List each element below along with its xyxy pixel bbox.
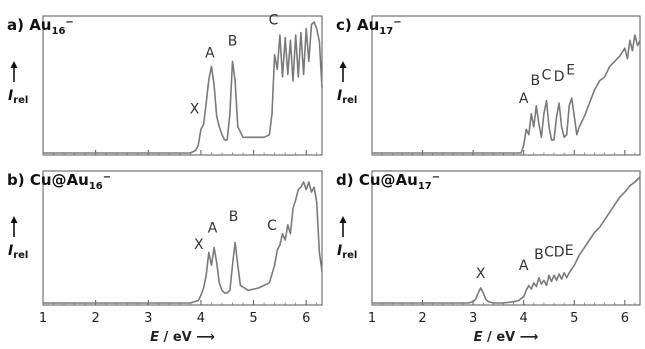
panel-frame (43, 171, 322, 305)
x-tick-label: 6 (302, 311, 310, 326)
panel-a: X AB Ca) Au16− Irel (7, 13, 322, 155)
peak-label-B: B (534, 247, 544, 263)
x-axis-label: E / eV ⟶ (150, 330, 215, 345)
x-axis-label: E / eV ⟶ (474, 330, 539, 345)
peak-label-C: C (542, 68, 552, 84)
x-tick-label: 5 (249, 311, 257, 326)
panel-label: c) Au17− (336, 16, 402, 37)
peak-label-C: C (267, 218, 277, 234)
panel-label: d) Cu@Au17− (336, 171, 440, 192)
panel-frame (372, 16, 640, 155)
y-axis-arrowhead (340, 61, 347, 68)
peak-label-B: B (531, 73, 541, 89)
spectrum-line (43, 22, 322, 153)
panel-c: AB C D Ec) Au17− Irel (336, 16, 640, 155)
peak-label-A: A (205, 45, 215, 61)
peak-label-D: D (554, 244, 565, 260)
peak-label-E: E (566, 62, 575, 78)
y-axis-arrowhead (340, 216, 347, 223)
x-tick-label: 2 (418, 311, 426, 326)
peak-label-C: C (269, 13, 279, 29)
spectrum-line (43, 182, 322, 303)
y-axis-arrowhead (11, 61, 18, 68)
x-tick-label: 3 (144, 311, 152, 326)
x-tick-label: 4 (197, 311, 205, 326)
y-axis-label: Irel (8, 243, 28, 261)
x-tick-label: 1 (39, 311, 47, 326)
x-tick-label: 5 (570, 311, 578, 326)
x-tick-label: 2 (92, 311, 100, 326)
y-axis-label: Irel (8, 88, 28, 106)
peak-label-E: E (565, 243, 574, 259)
x-tick-label: 3 (469, 311, 477, 326)
peak-label-A: A (519, 258, 529, 274)
peak-label-D: D (554, 69, 565, 85)
y-axis-label: Irel (337, 88, 357, 106)
peak-label-B: B (229, 209, 239, 225)
x-tick-label: 4 (520, 311, 528, 326)
x-tick-label: 1 (368, 311, 376, 326)
panel-label: b) Cu@Au16− (7, 171, 111, 192)
panel-label: a) Au16− (7, 16, 74, 37)
peak-label-X: X (190, 102, 200, 118)
spectrum-line (372, 35, 640, 153)
panel-b: 1 2 3 4 5 6 XAB Cb) Cu@Au16− Irel E / eV ⟶ (7, 171, 322, 345)
peak-label-C: C (544, 244, 554, 260)
x-tick-label: 6 (621, 311, 629, 326)
panel-d: 1 2 3 4 5 6 X AB C D Ed) Cu@Au17− Irel E / eV ⟶ (336, 171, 640, 345)
y-axis-arrowhead (11, 216, 18, 223)
peak-label-A: A (519, 91, 529, 107)
y-axis-label: Irel (337, 243, 357, 261)
peak-label-X: X (476, 266, 486, 282)
panel-frame (372, 171, 640, 305)
peak-label-A: A (208, 220, 218, 236)
spectrum-line (372, 177, 640, 303)
peak-label-X: X (194, 237, 204, 253)
peak-label-B: B (228, 34, 238, 50)
